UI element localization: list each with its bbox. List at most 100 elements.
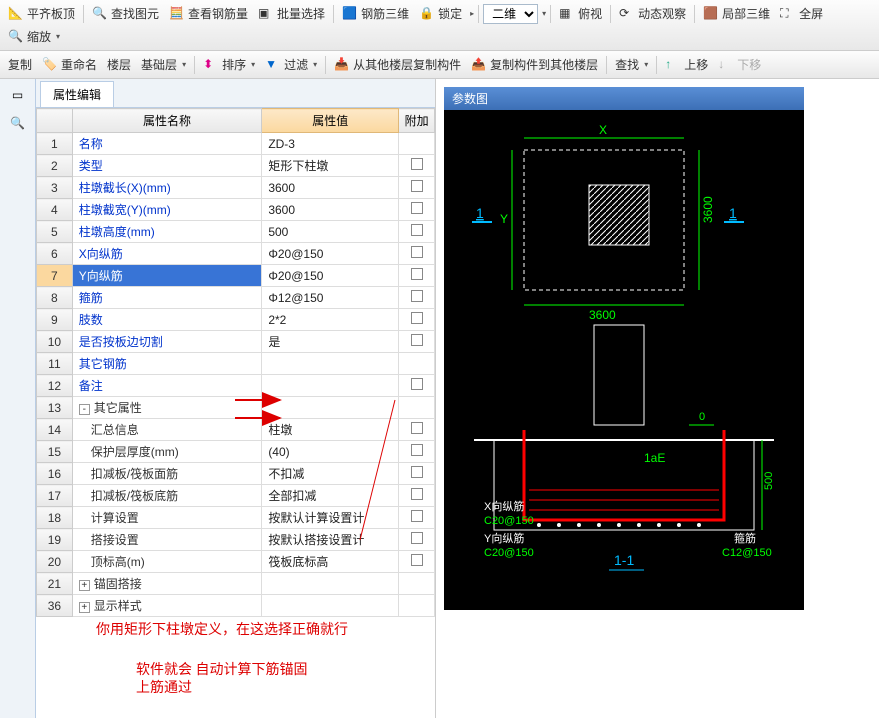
tb-movedown[interactable]: ↓下移 xyxy=(714,54,765,75)
checkbox-icon[interactable] xyxy=(411,180,423,192)
property-row[interactable]: 18计算设置按默认计算设置计 xyxy=(37,507,435,529)
prop-value[interactable]: 柱墩 xyxy=(262,419,399,441)
prop-value[interactable]: 按默认搭接设置计 xyxy=(262,529,399,551)
checkbox-icon[interactable] xyxy=(411,444,423,456)
prop-value[interactable]: Φ20@150 xyxy=(262,243,399,265)
prop-extra[interactable] xyxy=(399,463,435,485)
tb-orbit[interactable]: ⟳动态观察 xyxy=(615,3,690,24)
prop-extra[interactable] xyxy=(399,375,435,397)
prop-extra[interactable] xyxy=(399,287,435,309)
prop-value[interactable]: 2*2 xyxy=(262,309,399,331)
checkbox-icon[interactable] xyxy=(411,202,423,214)
tb-lock[interactable]: 🔒锁定 xyxy=(415,3,466,24)
checkbox-icon[interactable] xyxy=(411,378,423,390)
checkbox-icon[interactable] xyxy=(411,510,423,522)
prop-extra[interactable] xyxy=(399,221,435,243)
prop-extra[interactable] xyxy=(399,133,435,155)
tb-base-floor[interactable]: 基础层▾ xyxy=(137,54,190,75)
expand-toggle[interactable]: + xyxy=(79,580,90,591)
prop-value[interactable]: 筏板底标高 xyxy=(262,551,399,573)
property-row[interactable]: 3柱墩截长(X)(mm)3600 xyxy=(37,177,435,199)
tb-moveup[interactable]: ↑上移 xyxy=(661,54,712,75)
view-mode-combo[interactable]: 二维 xyxy=(483,4,538,24)
prop-extra[interactable] xyxy=(399,265,435,287)
prop-extra[interactable] xyxy=(399,419,435,441)
tb-topview[interactable]: ▦俯视 xyxy=(555,3,606,24)
prop-extra[interactable] xyxy=(399,155,435,177)
checkbox-icon[interactable] xyxy=(411,224,423,236)
prop-extra[interactable] xyxy=(399,441,435,463)
property-row[interactable]: 5柱墩高度(mm)500 xyxy=(37,221,435,243)
prop-value[interactable]: 不扣减 xyxy=(262,463,399,485)
property-row[interactable]: 4柱墩截宽(Y)(mm)3600 xyxy=(37,199,435,221)
tb-filter[interactable]: ▼过滤▾ xyxy=(261,54,321,75)
checkbox-icon[interactable] xyxy=(411,466,423,478)
property-row[interactable]: 6X向纵筋Φ20@150 xyxy=(37,243,435,265)
left-tool-1[interactable]: ▭ xyxy=(4,83,32,107)
prop-value[interactable]: 3600 xyxy=(262,199,399,221)
checkbox-icon[interactable] xyxy=(411,532,423,544)
prop-value[interactable] xyxy=(262,397,399,419)
tb-copy-from-floor[interactable]: 📥从其他楼层复制构件 xyxy=(330,54,465,75)
property-row[interactable]: 19搭接设置按默认搭接设置计 xyxy=(37,529,435,551)
tb-sort[interactable]: ⬍排序▾ xyxy=(199,54,259,75)
property-row[interactable]: 10是否按板边切割是 xyxy=(37,331,435,353)
prop-value[interactable]: 矩形下柱墩 xyxy=(262,155,399,177)
prop-extra[interactable] xyxy=(399,595,435,617)
tb-align[interactable]: 📐平齐板顶 xyxy=(4,3,79,24)
property-row[interactable]: 9肢数2*2 xyxy=(37,309,435,331)
prop-value[interactable]: 是 xyxy=(262,331,399,353)
expand-toggle[interactable]: - xyxy=(79,404,90,415)
prop-extra[interactable] xyxy=(399,331,435,353)
property-row[interactable]: 20顶标高(m)筏板底标高 xyxy=(37,551,435,573)
tb-copy-to-floor[interactable]: 📤复制构件到其他楼层 xyxy=(467,54,602,75)
tb-copy[interactable]: 复制 xyxy=(4,54,36,75)
prop-extra[interactable] xyxy=(399,529,435,551)
property-row[interactable]: 8箍筋Φ12@150 xyxy=(37,287,435,309)
property-row[interactable]: 21+锚固搭接 xyxy=(37,573,435,595)
tb-partial3d[interactable]: 🟫局部三维 xyxy=(699,3,774,24)
tab-property-edit[interactable]: 属性编辑 xyxy=(40,81,114,107)
prop-value[interactable]: 500 xyxy=(262,221,399,243)
tb-rename[interactable]: 🏷️重命名 xyxy=(38,54,101,75)
property-row[interactable]: 11其它钢筋 xyxy=(37,353,435,375)
prop-extra[interactable] xyxy=(399,177,435,199)
prop-extra[interactable] xyxy=(399,243,435,265)
prop-value[interactable] xyxy=(262,595,399,617)
prop-extra[interactable] xyxy=(399,551,435,573)
prop-extra[interactable] xyxy=(399,199,435,221)
prop-extra[interactable] xyxy=(399,573,435,595)
checkbox-icon[interactable] xyxy=(411,268,423,280)
checkbox-icon[interactable] xyxy=(411,334,423,346)
prop-value[interactable]: 按默认计算设置计 xyxy=(262,507,399,529)
property-row[interactable]: 15保护层厚度(mm)(40) xyxy=(37,441,435,463)
tb-batch-select[interactable]: ▣批量选择 xyxy=(254,3,329,24)
prop-value[interactable]: 全部扣减 xyxy=(262,485,399,507)
property-row[interactable]: 7Y向纵筋Φ20@150 xyxy=(37,265,435,287)
tb-rebar-qty[interactable]: 🧮查看钢筋量 xyxy=(165,3,252,24)
tb-rebar-3d[interactable]: 🟦钢筋三维 xyxy=(338,3,413,24)
prop-value[interactable] xyxy=(262,353,399,375)
property-row[interactable]: 2类型矩形下柱墩 xyxy=(37,155,435,177)
property-row[interactable]: 14汇总信息柱墩 xyxy=(37,419,435,441)
property-row[interactable]: 13-其它属性 xyxy=(37,397,435,419)
checkbox-icon[interactable] xyxy=(411,158,423,170)
property-row[interactable]: 1名称ZD-3 xyxy=(37,133,435,155)
property-row[interactable]: 12备注 xyxy=(37,375,435,397)
prop-value[interactable]: Φ12@150 xyxy=(262,287,399,309)
checkbox-icon[interactable] xyxy=(411,246,423,258)
prop-value[interactable] xyxy=(262,375,399,397)
checkbox-icon[interactable] xyxy=(411,312,423,324)
prop-extra[interactable] xyxy=(399,485,435,507)
prop-extra[interactable] xyxy=(399,353,435,375)
prop-value[interactable]: 3600 xyxy=(262,177,399,199)
property-row[interactable]: 17扣减板/筏板底筋全部扣减 xyxy=(37,485,435,507)
checkbox-icon[interactable] xyxy=(411,422,423,434)
tb-find[interactable]: 🔍查找图元 xyxy=(88,3,163,24)
checkbox-icon[interactable] xyxy=(411,554,423,566)
prop-extra[interactable] xyxy=(399,309,435,331)
prop-extra[interactable] xyxy=(399,397,435,419)
property-row[interactable]: 16扣减板/筏板面筋不扣减 xyxy=(37,463,435,485)
tb-zoom[interactable]: 🔍缩放▾ xyxy=(4,26,64,47)
tb-floor[interactable]: 楼层 xyxy=(103,54,135,75)
